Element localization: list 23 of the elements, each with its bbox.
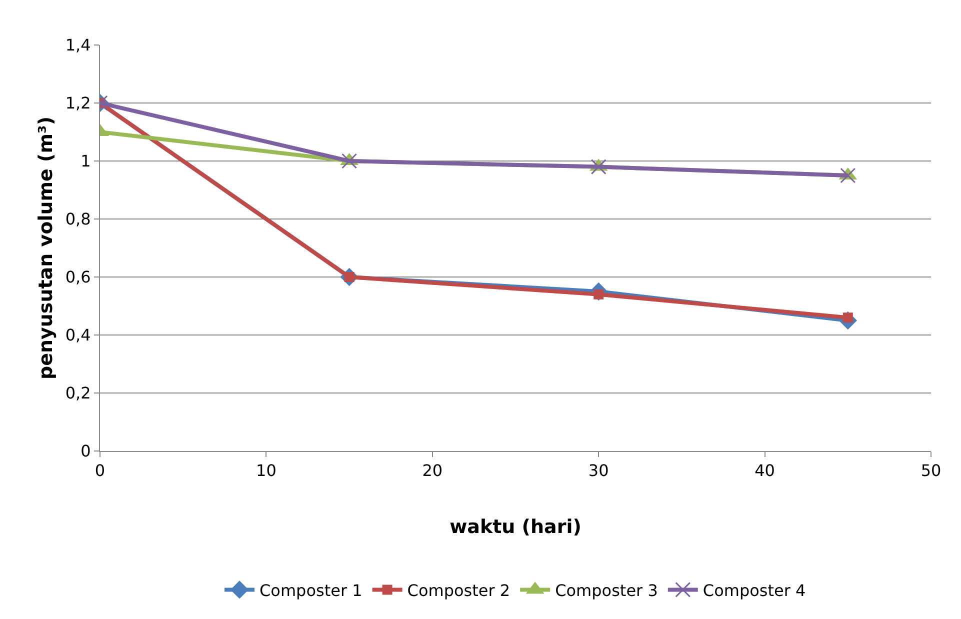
- x-tick-label: 30: [588, 461, 609, 480]
- y-tick-label: 0,6: [65, 268, 91, 287]
- x-tick-label: 0: [94, 461, 106, 480]
- y-tick-label: 1: [80, 152, 91, 171]
- legend-label: Composter 1: [260, 580, 362, 600]
- x-tick-label: 20: [422, 461, 443, 480]
- y-tick-label: 0,4: [65, 326, 91, 345]
- y-tick-label: 0: [80, 442, 91, 461]
- y-tick-label: 0,2: [65, 384, 91, 403]
- x-tick-label: 10: [256, 461, 276, 480]
- point: [840, 168, 856, 184]
- legend-label: Composter 2: [407, 580, 510, 600]
- x-tick-label: 40: [754, 461, 775, 480]
- x-axis-title: waktu (hari): [450, 516, 582, 538]
- y-axis-title: penyusutan volume (m³): [35, 116, 57, 380]
- y-tick-label: 0,8: [65, 210, 91, 229]
- y-tick-label: 1,2: [65, 94, 91, 113]
- legend-label: Composter 3: [555, 580, 658, 600]
- point: [590, 159, 606, 175]
- point: [342, 153, 358, 169]
- legend-label: Composter 4: [702, 580, 806, 600]
- y-tick-label: 1,4: [65, 36, 91, 55]
- x-tick-label: 50: [920, 461, 942, 480]
